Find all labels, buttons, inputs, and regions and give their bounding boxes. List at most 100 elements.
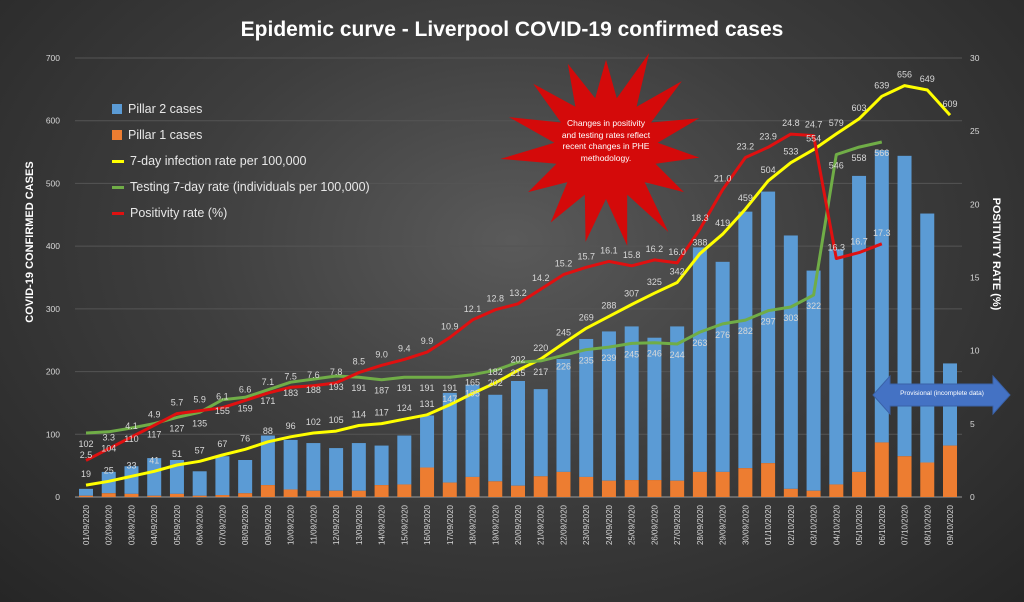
data-label: 6.1 bbox=[216, 392, 229, 402]
data-label: 16.1 bbox=[600, 245, 618, 255]
data-label: 609 bbox=[942, 99, 957, 109]
data-label: 554 bbox=[806, 134, 821, 144]
callout-starburst bbox=[500, 53, 700, 246]
data-label: 5.9 bbox=[193, 395, 206, 405]
bar-pillar2 bbox=[397, 435, 412, 485]
data-label: 127 bbox=[169, 423, 184, 433]
right-axis-tick: 0 bbox=[970, 492, 975, 502]
bar-pillar2 bbox=[192, 471, 207, 496]
bar-pillar2 bbox=[670, 326, 685, 481]
left-axis-tick: 600 bbox=[46, 116, 60, 126]
x-axis-tick: 22/09/2020 bbox=[559, 504, 568, 545]
legend-swatch bbox=[112, 211, 124, 215]
x-axis-tick: 02/10/2020 bbox=[787, 504, 796, 545]
bar-pillar1 bbox=[601, 480, 616, 497]
bar-pillar1 bbox=[670, 480, 685, 497]
data-label: 3.3 bbox=[102, 433, 115, 443]
bar-pillar1 bbox=[238, 493, 253, 497]
data-label: 124 bbox=[397, 403, 412, 413]
data-label: 16.2 bbox=[646, 244, 664, 254]
right-axis-tick: 20 bbox=[970, 199, 980, 209]
data-label: 24.7 bbox=[805, 120, 823, 130]
data-label: 165 bbox=[465, 378, 480, 388]
series-line-3 bbox=[85, 140, 883, 435]
legend-swatch bbox=[112, 185, 124, 189]
data-label: 57 bbox=[195, 445, 205, 455]
data-label: 603 bbox=[852, 103, 867, 113]
legend-label: Positivity rate (%) bbox=[130, 206, 228, 220]
bar-pillar2 bbox=[329, 448, 344, 491]
x-axis-tick: 29/09/2020 bbox=[719, 504, 728, 545]
x-axis-tick: 11/09/2020 bbox=[309, 504, 318, 544]
bar-pillar1 bbox=[943, 445, 957, 497]
data-label: 245 bbox=[624, 349, 639, 359]
x-axis-tick: 06/09/2020 bbox=[196, 504, 205, 545]
data-label: 566 bbox=[874, 148, 889, 158]
bar-pillar2 bbox=[579, 338, 594, 477]
bar-pillar2 bbox=[283, 439, 298, 490]
left-axis-tick: 0 bbox=[55, 492, 60, 502]
data-label: 159 bbox=[238, 403, 253, 413]
data-label: 202 bbox=[510, 354, 525, 364]
data-label: 9.9 bbox=[421, 336, 434, 346]
x-axis-tick: 01/10/2020 bbox=[764, 504, 773, 545]
bar-pillar1 bbox=[442, 482, 457, 497]
data-label: 15.7 bbox=[577, 251, 595, 261]
bar-pillar1 bbox=[783, 488, 798, 497]
legend-item-infection-rate: 7-day infection rate per 100,000 bbox=[112, 148, 370, 174]
data-label: 102 bbox=[306, 417, 321, 427]
data-label: 183 bbox=[283, 388, 298, 398]
bar-pillar1 bbox=[306, 490, 321, 497]
bar-pillar2 bbox=[920, 213, 935, 463]
data-label: 558 bbox=[852, 153, 867, 163]
bar-pillar1 bbox=[215, 495, 230, 497]
x-axis-tick: 03/09/2020 bbox=[127, 504, 136, 545]
bar-pillar2 bbox=[465, 384, 480, 477]
data-label: 246 bbox=[647, 349, 662, 359]
data-label: 102 bbox=[78, 439, 93, 449]
x-axis-tick: 14/09/2020 bbox=[378, 504, 387, 545]
data-label: 191 bbox=[397, 383, 412, 393]
data-label: 235 bbox=[579, 356, 594, 366]
data-label: 114 bbox=[352, 410, 366, 420]
provisional-arrow bbox=[872, 374, 1011, 416]
x-axis-tick: 18/09/2020 bbox=[469, 504, 478, 545]
data-label: 19 bbox=[81, 469, 91, 479]
data-label: 342 bbox=[670, 267, 685, 277]
data-label: 4.1 bbox=[125, 421, 138, 431]
bar-pillar2 bbox=[601, 331, 616, 481]
x-axis-tick: 13/09/2020 bbox=[355, 504, 364, 545]
bar-pillar2 bbox=[738, 211, 753, 469]
x-axis-tick: 30/09/2020 bbox=[741, 504, 750, 545]
bar-pillar2 bbox=[852, 175, 867, 472]
data-label: 202 bbox=[488, 378, 503, 388]
series-line-2 bbox=[85, 84, 952, 487]
bar-pillar2 bbox=[306, 443, 321, 491]
bar-pillar1 bbox=[192, 495, 207, 497]
bar-pillar1 bbox=[761, 463, 776, 497]
x-axis-tick: 05/10/2020 bbox=[855, 504, 864, 545]
bar-pillar1 bbox=[715, 471, 730, 497]
bar-pillar2 bbox=[260, 435, 275, 486]
data-label: 14.2 bbox=[532, 273, 550, 283]
bar-pillar2 bbox=[488, 394, 503, 482]
bar-pillar2 bbox=[761, 191, 776, 464]
x-axis-tick: 04/10/2020 bbox=[832, 504, 841, 545]
x-axis-tick: 07/09/2020 bbox=[218, 504, 227, 545]
right-axis-tick: 30 bbox=[970, 53, 980, 63]
x-axis-tick: 09/09/2020 bbox=[264, 504, 273, 545]
data-label: 21.0 bbox=[714, 174, 732, 184]
x-axis-tick: 23/09/2020 bbox=[582, 504, 591, 545]
bar-pillar2 bbox=[147, 458, 162, 496]
data-label: 15.8 bbox=[623, 250, 641, 260]
data-label: 182 bbox=[488, 367, 503, 377]
bar-pillar1 bbox=[692, 471, 707, 497]
x-axis-tick: 01/09/2020 bbox=[82, 504, 91, 545]
bar-pillar2 bbox=[647, 337, 662, 481]
bar-pillar2 bbox=[783, 235, 798, 489]
bar-pillar1 bbox=[533, 476, 548, 497]
bar-pillar1 bbox=[465, 476, 480, 497]
data-label: 13.2 bbox=[509, 288, 527, 298]
data-label: 17.3 bbox=[873, 228, 891, 238]
